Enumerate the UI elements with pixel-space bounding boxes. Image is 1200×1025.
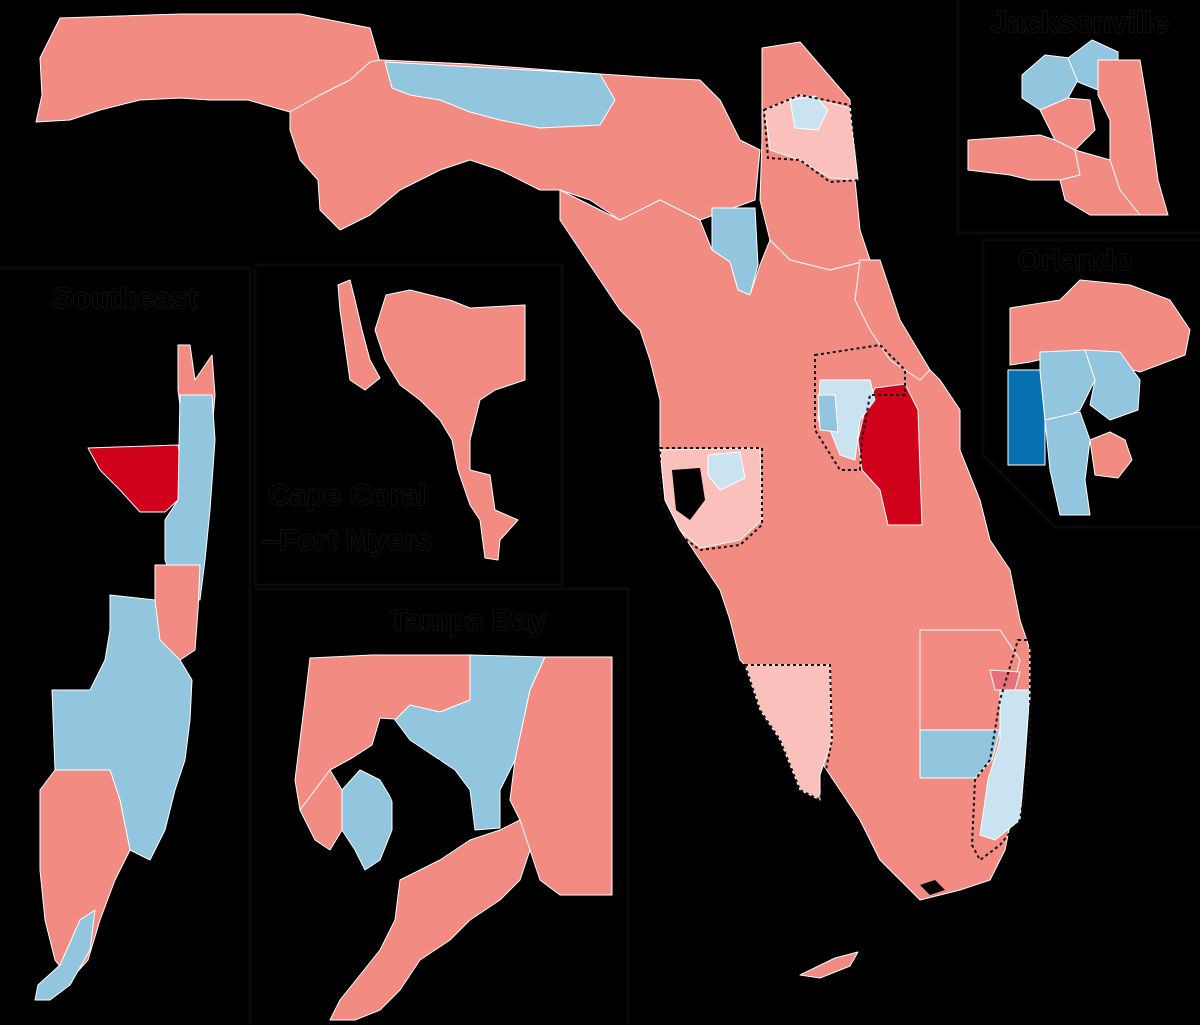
orlando-inset-frame xyxy=(981,238,1200,529)
district-tampa-blue[interactable] xyxy=(707,451,746,491)
tb-inset-district-red-pinellas[interactable] xyxy=(299,769,343,851)
orlando-inset-district-blue-3[interactable] xyxy=(1044,411,1091,516)
district-orlando-strong-r[interactable] xyxy=(857,383,923,526)
tampa-bay-water xyxy=(672,468,705,520)
southeast-inset-frame xyxy=(0,266,252,1025)
capecoral-label-line2: –Fort Myers xyxy=(262,524,432,557)
jacksonville-label: Jacksonville xyxy=(991,6,1169,39)
southeast-label: Southeast xyxy=(52,282,197,315)
district-keys[interactable] xyxy=(799,951,859,979)
capecoral-zoom-outline xyxy=(743,664,834,802)
orlando-inset-district-blue-2[interactable] xyxy=(1084,349,1141,421)
district-southeast-coast-blue[interactable] xyxy=(979,689,1031,841)
tampabay-label: Tampa Bay xyxy=(389,604,547,637)
tampabay-inset-frame xyxy=(255,587,630,1025)
orlando-inset-district-darkblue[interactable] xyxy=(1007,369,1046,466)
inset-southeast: Southeast xyxy=(0,266,252,1025)
district-panhandle-east[interactable] xyxy=(289,59,761,231)
jax-inset-district-red-4[interactable] xyxy=(1059,149,1141,216)
southeast-zoom-outline xyxy=(970,639,1031,862)
capecoral-label-line1: Cape Coral xyxy=(268,479,426,512)
main-state-map xyxy=(35,13,1031,979)
orlando-label: Orlando xyxy=(1017,244,1132,277)
jacksonville-inset-frame xyxy=(956,0,1200,235)
orlando-inset-district-red-south[interactable] xyxy=(1089,431,1133,479)
se-inset-district-blue-keys[interactable] xyxy=(34,909,96,1001)
jax-inset-district-blue-west[interactable] xyxy=(1021,54,1079,111)
se-inset-district-blue-upper[interactable] xyxy=(164,394,216,601)
inset-tampa-bay: Tampa Bay xyxy=(255,587,630,1025)
tampa-zoom-outline xyxy=(659,447,763,552)
cc-inset-district-red-west[interactable] xyxy=(337,279,381,391)
jacksonville-zoom-outline xyxy=(762,93,862,184)
lake-okeechobee-dots xyxy=(920,880,945,895)
inset-cape-coral: Cape Coral –Fort Myers xyxy=(253,263,564,587)
capecoral-inset-frame xyxy=(253,263,564,587)
district-volusia[interactable] xyxy=(854,259,931,381)
tb-inset-district-red-south[interactable] xyxy=(329,819,531,1021)
cc-inset-district-red-main[interactable] xyxy=(374,289,526,561)
district-tallahassee[interactable] xyxy=(384,61,616,129)
orlando-inset-district-red-north[interactable] xyxy=(1009,279,1191,373)
inset-jacksonville: Jacksonville xyxy=(956,0,1200,235)
tb-inset-bay-water xyxy=(378,750,460,850)
district-orlando-blue-2[interactable] xyxy=(817,394,839,433)
district-broward-west[interactable] xyxy=(919,729,1001,779)
inset-orlando: Orlando xyxy=(981,238,1200,529)
district-panhandle-west[interactable] xyxy=(35,13,381,123)
tb-inset-district-blue-pinellas[interactable] xyxy=(341,769,393,871)
se-inset-district-red-sw[interactable] xyxy=(39,769,131,981)
se-inset-district-blue-main[interactable] xyxy=(51,594,193,861)
